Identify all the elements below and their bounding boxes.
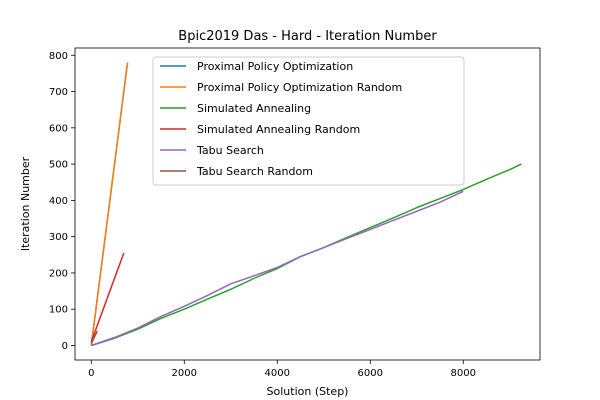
- x-tick-label: 4000: [265, 368, 290, 379]
- plot-frame: [74, 47, 541, 361]
- series-layer: [90, 62, 522, 347]
- x-tick-label: 2000: [172, 368, 197, 379]
- legend: Proximal Policy Optimization Proximal Pol…: [152, 56, 465, 186]
- legend-box: [152, 56, 465, 186]
- legend-label-2: Proximal Policy Optimization Random: [197, 81, 402, 94]
- y-tick-label: 500: [49, 160, 68, 171]
- legend-label-5: Tabu Search: [196, 144, 264, 157]
- y-axis-label: Iteration Number: [19, 156, 32, 251]
- y-tick-label: 800: [49, 51, 68, 62]
- series-line-2: [90, 62, 129, 346]
- x-tick-label: 0: [88, 368, 94, 379]
- legend-label-3: Simulated Annealing: [197, 102, 311, 115]
- series-line-5: [91, 190, 464, 347]
- y-tick-label: 200: [49, 268, 68, 279]
- x-axis-label: Solution (Step): [267, 385, 349, 398]
- y-tick-label: 400: [49, 196, 68, 207]
- series-line-4: [90, 252, 125, 343]
- y-tick-label: 100: [49, 305, 68, 316]
- y-tick-label: 600: [49, 123, 68, 134]
- series-line-6: [90, 330, 98, 344]
- legend-label-1: Proximal Policy Optimization: [197, 60, 353, 73]
- chart-title: Bpic2019 Das - Hard - Iteration Number: [178, 29, 437, 44]
- y-tick-label: 300: [49, 232, 68, 243]
- legend-label-4: Simulated Annealing Random: [197, 123, 360, 136]
- legend-label-6: Tabu Search Random: [196, 165, 313, 178]
- y-tick-label: 0: [62, 341, 68, 352]
- y-axis: 0 100 200 300 400 500 600 700 800: [49, 51, 75, 352]
- y-tick-label: 700: [49, 87, 68, 98]
- x-tick-label: 8000: [451, 368, 476, 379]
- x-tick-label: 6000: [358, 368, 383, 379]
- x-axis: 0 2000 4000 6000 8000: [88, 360, 476, 379]
